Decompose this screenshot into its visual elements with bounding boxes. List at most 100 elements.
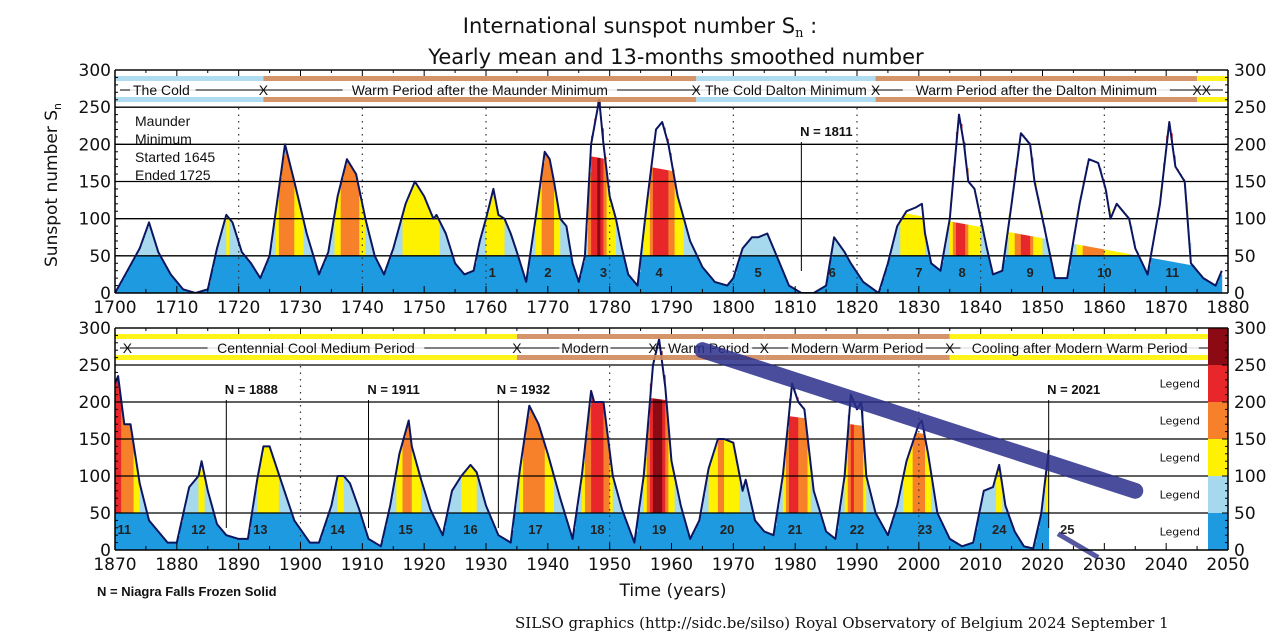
- band-base: [183, 289, 187, 293]
- band-base: [581, 513, 586, 550]
- band-base: [989, 513, 994, 550]
- y-tick-label-right: 100: [1234, 210, 1266, 230]
- band-base: [319, 270, 323, 293]
- band-base: [782, 274, 787, 293]
- band-base: [1005, 513, 1009, 550]
- band-upper: [501, 217, 505, 256]
- lower-panel: Centennial Cool Medium Period Modern Warm …: [79, 319, 1267, 575]
- band-base: [1082, 255, 1087, 293]
- band-base: [136, 255, 141, 293]
- band-base: [943, 255, 948, 293]
- band-base: [387, 261, 391, 293]
- band-base: [711, 513, 716, 550]
- band-base: [566, 255, 570, 293]
- band-base: [968, 543, 972, 550]
- band-base: [594, 513, 598, 550]
- band-base: [1039, 255, 1043, 293]
- band-base: [1033, 255, 1037, 293]
- band-base: [640, 255, 645, 293]
- band-base: [331, 513, 335, 550]
- cycle-number-label: 23: [918, 522, 932, 537]
- band-base: [176, 535, 181, 550]
- band-upper: [359, 196, 363, 256]
- band-base: [365, 255, 369, 293]
- band-base: [390, 255, 394, 293]
- band-upper: [668, 442, 672, 513]
- band-upper: [269, 451, 274, 513]
- band-base: [656, 255, 660, 293]
- niagara-frozen-annotation: N = 1811: [800, 124, 852, 139]
- band-base: [127, 267, 131, 293]
- band-base: [414, 513, 419, 550]
- band-base: [702, 513, 706, 550]
- band-base: [476, 513, 481, 550]
- band-base: [887, 530, 892, 550]
- band-upper: [121, 412, 125, 513]
- band-base: [223, 255, 227, 293]
- band-base: [773, 525, 778, 550]
- band-base: [149, 522, 153, 550]
- maunder-note-line: Ended 1725: [135, 167, 211, 183]
- band-upper: [482, 224, 487, 256]
- band-base: [1085, 255, 1090, 293]
- band-upper: [996, 470, 1000, 513]
- band-base: [257, 275, 261, 293]
- band-upper: [764, 234, 768, 256]
- band-base: [238, 538, 243, 550]
- period-label: The Cold Dalton Minimum: [705, 82, 867, 98]
- band-base: [788, 286, 793, 293]
- band-base: [727, 283, 731, 293]
- period-boundary-x-marker: X: [123, 340, 133, 356]
- band-upper: [544, 448, 549, 513]
- x-tick-label: 1920: [403, 555, 446, 575]
- band-base: [662, 255, 666, 293]
- x-tick-label: 1900: [279, 555, 322, 575]
- band-upper: [909, 209, 914, 256]
- band-base: [724, 285, 728, 293]
- band-base: [937, 516, 941, 550]
- band-upper: [550, 173, 555, 256]
- band-upper: [461, 474, 465, 513]
- band-upper: [943, 244, 948, 256]
- band-upper: [257, 471, 261, 513]
- band-upper: [646, 191, 651, 256]
- band-upper: [897, 223, 901, 256]
- band-base: [130, 513, 134, 550]
- band-upper: [603, 157, 607, 256]
- cycle-number-label: 22: [850, 522, 864, 537]
- band-base: [226, 255, 230, 293]
- cycle-number-label: 18: [590, 522, 604, 537]
- x-tick-label: 1730: [279, 298, 322, 318]
- band-base: [520, 266, 524, 293]
- band-upper: [334, 483, 338, 513]
- band-base: [479, 513, 484, 550]
- band-base: [563, 513, 567, 550]
- band-upper: [609, 463, 614, 513]
- band-base: [402, 255, 407, 293]
- band-base: [278, 255, 283, 293]
- band-upper: [597, 402, 601, 513]
- band-upper: [520, 458, 524, 513]
- x-tick-label: 1700: [93, 298, 136, 318]
- band-upper: [349, 166, 354, 256]
- band-base: [482, 255, 487, 293]
- band-upper: [365, 224, 369, 256]
- band-base: [204, 289, 209, 293]
- band-base: [247, 261, 252, 293]
- x-tick-label: 1960: [650, 555, 693, 575]
- band-upper: [442, 230, 447, 256]
- band-base: [362, 255, 366, 293]
- band-base: [427, 513, 431, 550]
- band-base: [1023, 255, 1028, 293]
- band-base: [1169, 255, 1173, 293]
- cycle-number-label: 1: [489, 265, 496, 280]
- band-base: [275, 255, 280, 293]
- band-base: [1184, 255, 1189, 293]
- band-upper: [993, 481, 997, 513]
- band-base: [637, 271, 641, 293]
- cycle-number-label: 7: [915, 265, 922, 280]
- x-tick-label: 1980: [774, 555, 817, 575]
- cycle-number-label: 11: [1165, 265, 1179, 280]
- band-base: [399, 513, 403, 550]
- band-base: [244, 257, 249, 293]
